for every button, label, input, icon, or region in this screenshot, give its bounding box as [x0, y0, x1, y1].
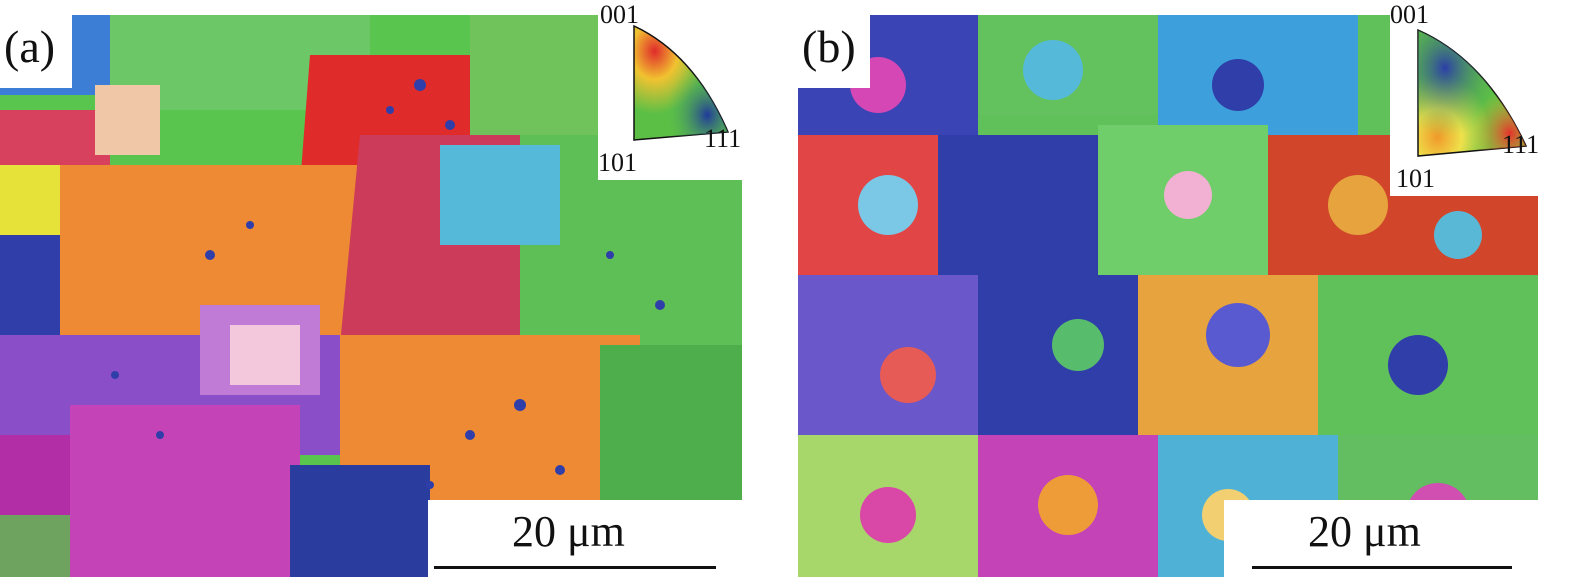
scale-bar-label: 20 μm — [512, 507, 625, 556]
panel-label-box — [0, 0, 72, 88]
panel-label-box — [798, 0, 870, 88]
ebsd-panel-b: (b) 001 101 111 20 μm — [798, 0, 1538, 577]
ipf-label-001: 001 — [1390, 0, 1429, 29]
scale-bar-box — [428, 500, 742, 577]
ebsd-panel-a: (a) 001 101 111 20 μm — [0, 0, 742, 577]
scale-bar-line — [434, 566, 716, 569]
scale-bar-line — [1252, 566, 1512, 569]
ipf-label-101: 101 — [1396, 164, 1435, 193]
ipf-triangle-legend — [633, 24, 730, 141]
ipf-triangle-legend — [1417, 28, 1528, 157]
scale-bar-box — [1224, 500, 1538, 577]
scale-bar-label: 20 μm — [1308, 507, 1421, 556]
ipf-label-001: 001 — [600, 0, 639, 29]
ipf-label-101: 101 — [598, 148, 637, 177]
ipf-label-111: 111 — [1502, 130, 1538, 159]
panel-label: (b) — [802, 21, 856, 72]
ipf-label-111: 111 — [704, 124, 742, 153]
panel-label: (a) — [4, 21, 56, 72]
